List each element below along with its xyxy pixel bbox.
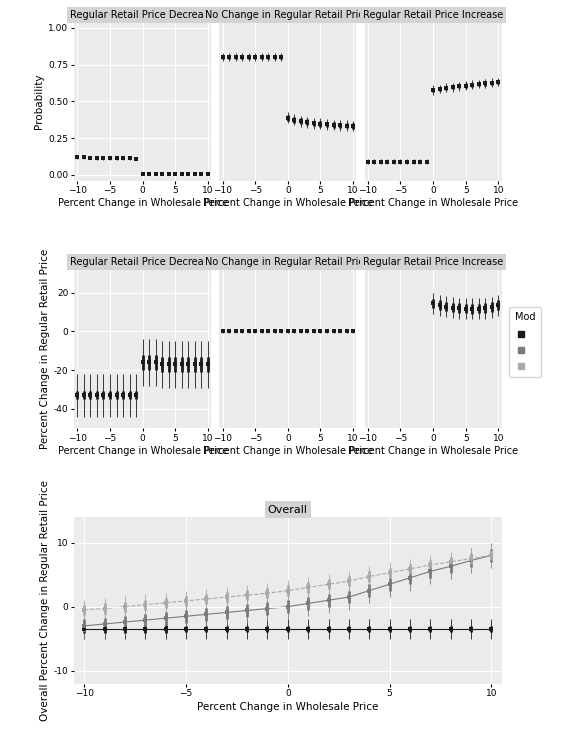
Title: Regular Retail Price Increase: Regular Retail Price Increase (363, 10, 503, 20)
X-axis label: Percent Change in Wholesale Price: Percent Change in Wholesale Price (203, 445, 373, 456)
Title: Overall: Overall (268, 505, 308, 514)
Title: Regular Retail Price Decrease: Regular Retail Price Decrease (70, 257, 215, 268)
X-axis label: Percent Change in Wholesale Price: Percent Change in Wholesale Price (58, 198, 227, 208)
X-axis label: Percent Change in Wholesale Price: Percent Change in Wholesale Price (58, 445, 227, 456)
Title: No Change in Regular Retail Price: No Change in Regular Retail Price (205, 257, 370, 268)
Title: Regular Retail Price Decrease: Regular Retail Price Decrease (70, 10, 215, 20)
Y-axis label: Probability: Probability (34, 74, 44, 129)
Title: No Change in Regular Retail Price: No Change in Regular Retail Price (205, 10, 370, 20)
Title: Regular Retail Price Increase: Regular Retail Price Increase (363, 257, 503, 268)
Y-axis label: Percent Change in Regular Retail Price: Percent Change in Regular Retail Price (40, 248, 50, 449)
X-axis label: Percent Change in Wholesale Price: Percent Change in Wholesale Price (203, 198, 373, 208)
X-axis label: Percent Change in Wholesale Price: Percent Change in Wholesale Price (197, 702, 378, 712)
X-axis label: Percent Change in Wholesale Price: Percent Change in Wholesale Price (348, 445, 518, 456)
Legend: , , : , , (509, 307, 540, 376)
X-axis label: Percent Change in Wholesale Price: Percent Change in Wholesale Price (348, 198, 518, 208)
Y-axis label: Overall Percent Change in Regular Retail Price: Overall Percent Change in Regular Retail… (40, 480, 50, 721)
